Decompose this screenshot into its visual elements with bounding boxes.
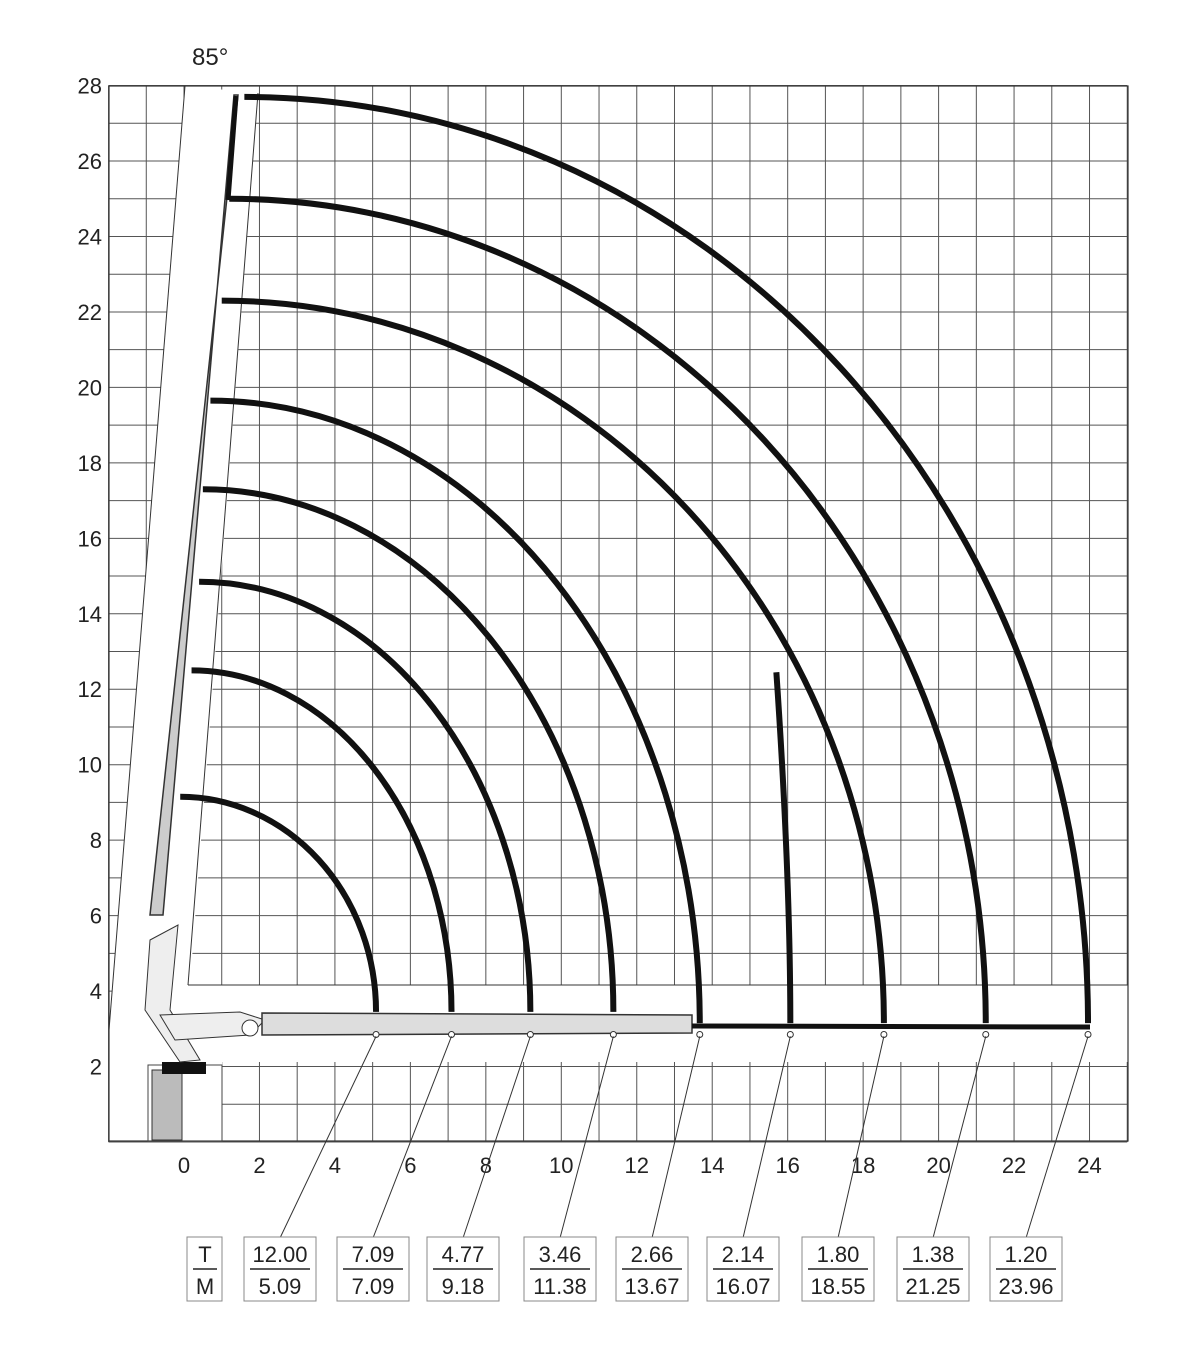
vertical-boom-tip — [225, 95, 239, 201]
x-tick-label: 4 — [329, 1153, 341, 1178]
leader-line — [559, 1036, 614, 1239]
reach-value: 5.09 — [259, 1274, 302, 1299]
reach-value: 11.38 — [533, 1274, 586, 1299]
crane-joint — [241, 1019, 259, 1037]
reach-value: 7.09 — [352, 1274, 395, 1299]
y-tick-label: 18 — [78, 451, 102, 476]
axis-ticks: 0 2 4 6 8 10 12 14 16 18 20 22 242468101214161820222… — [78, 74, 1102, 1178]
load-curve — [244, 93, 1092, 1024]
load-curve — [191, 667, 455, 1012]
load-value: 12.00 — [252, 1242, 307, 1267]
reach-value: 18.55 — [810, 1274, 865, 1299]
leader-line — [279, 1036, 377, 1239]
reach-value: 9.18 — [442, 1274, 485, 1299]
load-value: 7.09 — [352, 1242, 395, 1267]
load-table: T M 12.00 5.09 7.09 7.09 4.77 9.18 3.46 11.38 2.… — [186, 1236, 1063, 1302]
load-value: 2.66 — [631, 1242, 674, 1267]
load-curve — [210, 397, 703, 1024]
load-value: 1.20 — [1005, 1242, 1048, 1267]
y-tick-label: 26 — [78, 149, 102, 174]
leader-line — [837, 1036, 885, 1239]
header-t: T — [198, 1242, 211, 1267]
load-curve — [202, 486, 617, 1012]
reach-value: 13.67 — [624, 1274, 679, 1299]
leader-line — [742, 1036, 791, 1239]
leader-line — [932, 1036, 987, 1239]
leader-line — [651, 1036, 701, 1239]
x-tick-label: 14 — [700, 1153, 724, 1178]
leader-line — [462, 1036, 531, 1239]
x-tick-label: 24 — [1077, 1153, 1101, 1178]
load-curve — [773, 672, 794, 1024]
x-tick-label: 10 — [549, 1153, 573, 1178]
load-value: 1.38 — [912, 1242, 955, 1267]
load-curve — [229, 195, 989, 1024]
load-value: 1.80 — [817, 1242, 860, 1267]
y-tick-label: 24 — [78, 224, 102, 249]
load-curve — [221, 297, 887, 1024]
y-tick-label: 14 — [78, 602, 102, 627]
x-tick-label: 6 — [404, 1153, 416, 1178]
x-tick-label: 22 — [1002, 1153, 1026, 1178]
leader-line — [372, 1036, 452, 1239]
load-value: 2.14 — [722, 1242, 765, 1267]
crane-drawing — [144, 94, 1091, 1142]
x-tick-label: 0 — [178, 1153, 190, 1178]
y-tick-label: 12 — [78, 677, 102, 702]
y-tick-label: 4 — [90, 979, 102, 1004]
angle-label: 85° — [192, 44, 228, 71]
y-tick-label: 2 — [90, 1055, 102, 1080]
x-tick-label: 16 — [775, 1153, 799, 1178]
crane-turret — [162, 1062, 206, 1074]
load-curve — [199, 578, 534, 1012]
reach-value: 21.25 — [905, 1274, 960, 1299]
load-curves — [180, 93, 1092, 1038]
header-m: M — [196, 1274, 214, 1299]
y-tick-label: 16 — [78, 526, 102, 551]
grid — [108, 85, 1128, 1143]
leader-line — [1025, 1036, 1089, 1239]
x-tick-label: 2 — [253, 1153, 265, 1178]
y-tick-label: 8 — [90, 828, 102, 853]
angle-limit-line — [108, 85, 186, 1031]
y-tick-label: 6 — [90, 904, 102, 929]
y-tick-label: 28 — [78, 74, 102, 99]
inner-limit-line — [187, 92, 259, 986]
vertical-boom — [149, 94, 239, 916]
horizontal-boom — [261, 1012, 693, 1036]
y-tick-label: 20 — [78, 375, 102, 400]
load-value: 4.77 — [442, 1242, 485, 1267]
leader-lines — [279, 1036, 1089, 1239]
x-tick-label: 12 — [625, 1153, 649, 1178]
plot-frame — [108, 85, 1129, 1142]
load-value: 3.46 — [539, 1242, 582, 1267]
reach-value: 16.07 — [715, 1274, 770, 1299]
horizontal-boom-tip — [691, 1023, 1091, 1030]
x-tick-label: 20 — [926, 1153, 950, 1178]
crane-arm — [144, 924, 201, 1063]
y-tick-label: 10 — [78, 753, 102, 778]
reach-value: 23.96 — [998, 1274, 1053, 1299]
load-curve — [180, 793, 380, 1012]
crane-column — [151, 1069, 183, 1141]
y-tick-label: 22 — [78, 300, 102, 325]
